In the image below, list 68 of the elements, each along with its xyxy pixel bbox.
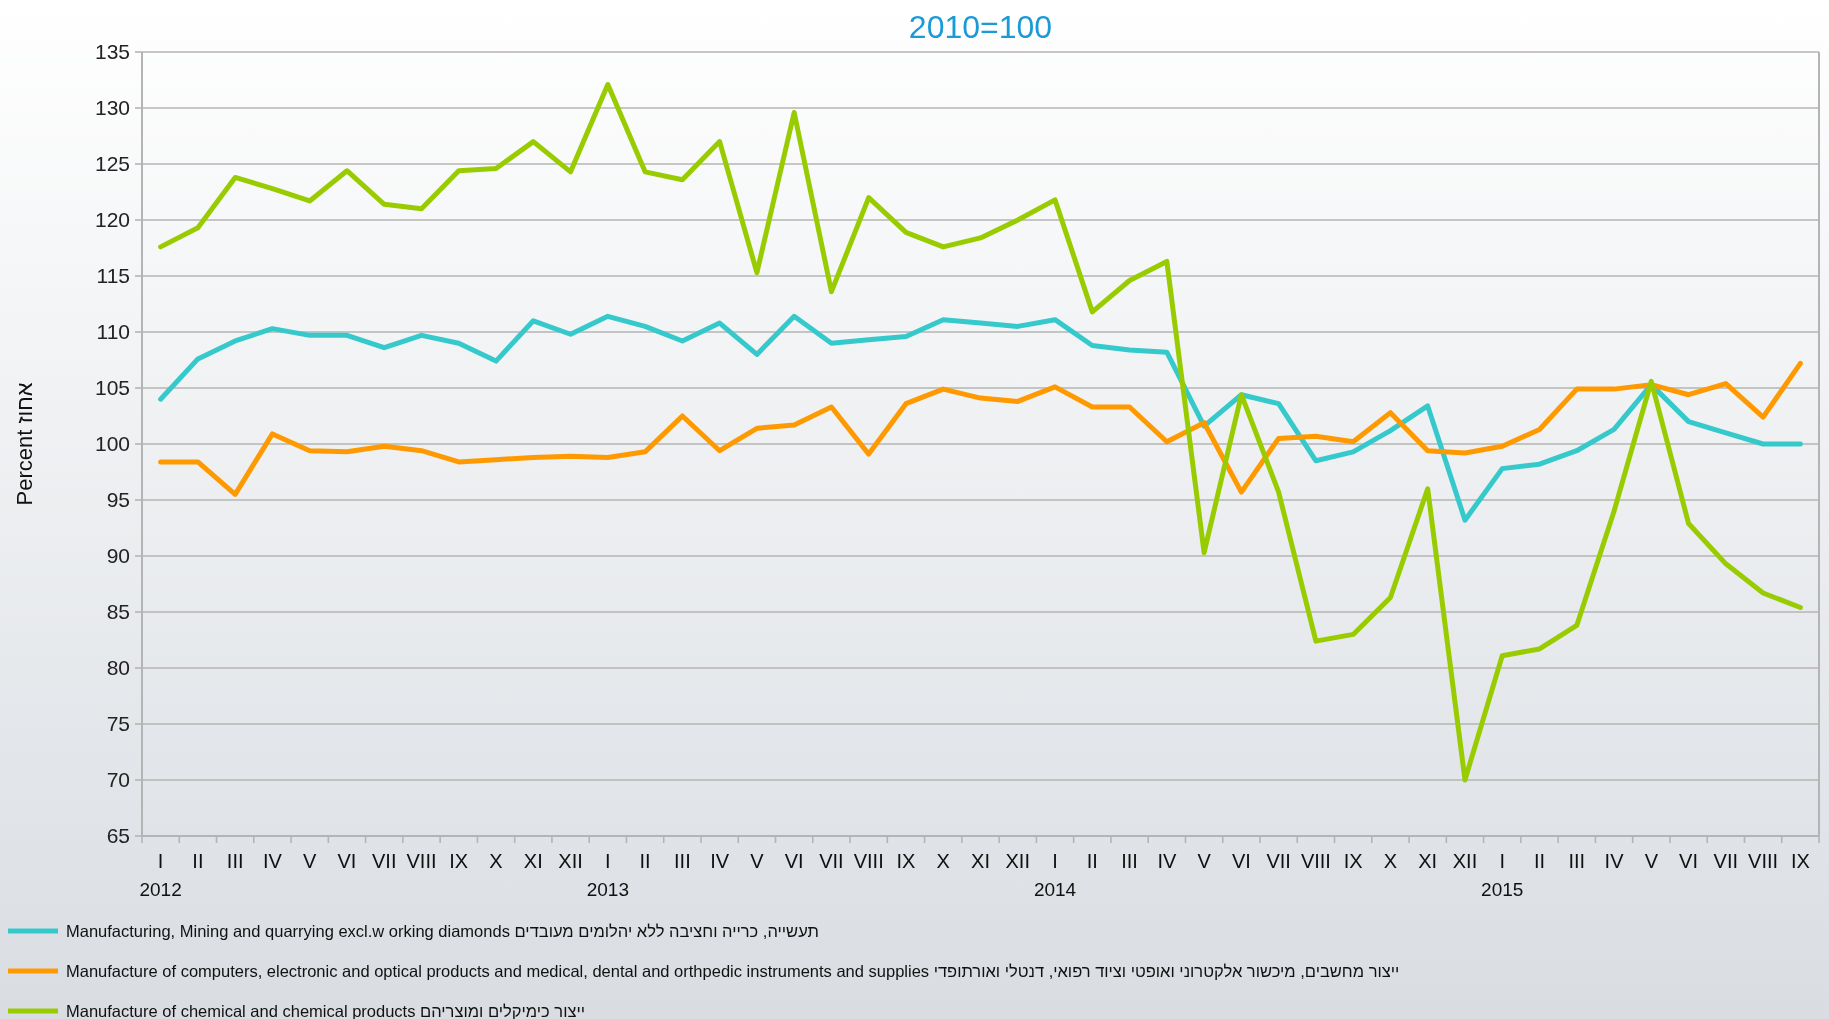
x-tick-label: V [303,850,318,872]
x-tick-label: VII [819,850,844,872]
x-tick-label: XI [523,850,543,872]
x-tick-label: IX [896,850,916,872]
y-tick-label: 130 [94,96,130,119]
x-tick-label: III [1568,850,1586,872]
text: 2012 [139,879,182,900]
x-tick-label: VII [1713,850,1739,872]
x-tick-label: III [674,850,691,872]
x-tick-label: XI [1418,850,1438,872]
x-tick-label: III [226,850,244,872]
x-tick-label: I [1052,850,1058,872]
x-tick-label: VIII [406,850,437,872]
x-tick-label: II [192,850,204,872]
x-tick-label: X [936,850,950,872]
x-tick-label: VII [372,850,397,872]
y-tick-label: 95 [106,488,130,511]
x-tick-label: IV [262,850,283,872]
y-tick-label: 65 [106,824,130,847]
text: 2014 [1033,879,1077,900]
x-tick-label: III [1121,850,1138,872]
x-tick-label: II [1086,850,1098,872]
x-tick-label: XII [1452,850,1478,872]
x-tick-label: IV [710,850,730,872]
x-tick-label: VII [1266,850,1291,872]
y-tick-label: 135 [94,40,130,63]
y-tick-label: 110 [96,320,130,343]
y-tick-label: 115 [96,264,130,287]
y-tick-label: 85 [106,600,130,623]
x-tick-label: IX [1343,850,1363,872]
x-tick-label: I [157,850,164,872]
x-tick-label: X [1383,850,1398,872]
y-tick-label: 100 [94,432,130,455]
text: 2015 [1481,879,1524,900]
legend-label: Manufacture of computers, electronic and optical products and medical, dental and orthpedic instruments and supplies ייצור מחשבים, מיכשור אלקטרוני ואופטי וציוד רפואי, דנטלי ואורתופדי [66,962,1400,980]
y-tick-label: 70 [106,768,130,791]
x-tick-label: VI [784,850,804,872]
x-tick-label: V [1644,850,1659,872]
x-tick-label: X [489,850,503,872]
legend-label: Manufacturing, Mining and quarrying excl.w orking diamonds תעשייה, כרייה וחציבה ללא יהלומים מעובדים [66,922,819,940]
x-tick-label: VIII [853,850,884,872]
y-tick-label: 75 [106,712,130,735]
y-tick-label: 105 [94,376,130,399]
y-tick-label: 125 [94,152,130,175]
x-tick-label: V [1197,850,1212,872]
x-tick-label: XI [971,850,990,872]
y-tick-label: 80 [106,656,130,679]
x-tick-label: VI [1231,850,1251,872]
x-tick-label: IX [449,850,469,872]
x-tick-label: VI [1679,850,1699,872]
x-tick-label: II [639,850,651,872]
x-tick-label: IV [1604,850,1625,872]
x-tick-label: IV [1157,850,1177,872]
x-tick-label: VI [337,850,357,872]
x-tick-label: IX [1790,850,1810,872]
x-tick-label: XII [558,850,583,872]
x-tick-label: XII [1005,850,1030,872]
text: 2013 [586,879,629,900]
x-tick-label: VIII [1300,850,1331,872]
y-tick-label: 120 [94,208,130,231]
x-tick-label: VIII [1748,850,1779,872]
x-tick-label: I [1499,850,1506,872]
x-tick-label: V [750,850,765,872]
chart-title: 2010=100 [908,9,1053,45]
y-axis-title: Percent אחוז [12,382,37,506]
x-tick-label: II [1533,850,1546,872]
y-tick-label: 90 [106,544,130,567]
x-tick-label: I [605,850,611,872]
